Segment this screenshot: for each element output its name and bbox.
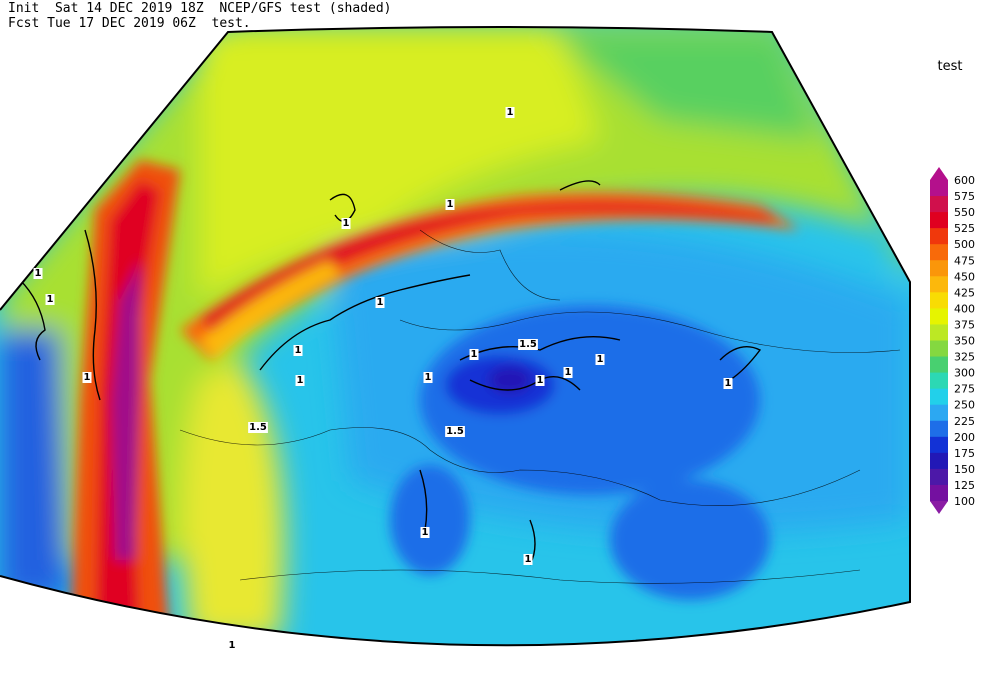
contour-label-box bbox=[723, 378, 733, 389]
colorbar-label: 475 bbox=[954, 254, 975, 267]
contour-label: 1 bbox=[84, 372, 91, 383]
contour-label: 1 bbox=[229, 640, 236, 651]
legend-title: test bbox=[938, 59, 963, 74]
contour-label-box bbox=[445, 199, 455, 210]
colorbar-swatch bbox=[930, 484, 948, 502]
colorbar-label: 125 bbox=[954, 479, 975, 492]
colorbar-swatch bbox=[930, 372, 948, 390]
contour-label: 1 bbox=[597, 354, 604, 365]
colorbar-label: 225 bbox=[954, 415, 975, 428]
contour-label: 1 bbox=[471, 349, 478, 360]
colorbar-label: 175 bbox=[954, 447, 975, 460]
contour-label-box bbox=[82, 372, 92, 383]
contour-label: 1 bbox=[537, 375, 544, 386]
colorbar-arrow-bottom bbox=[930, 501, 948, 514]
colorbar-label: 450 bbox=[954, 270, 975, 283]
contour-label-box bbox=[295, 375, 305, 386]
colorbar-swatch bbox=[930, 228, 948, 245]
colorbar-swatch bbox=[930, 324, 948, 341]
colorbar-swatch bbox=[930, 276, 948, 293]
contour-label-box bbox=[423, 372, 433, 383]
contour-label-box bbox=[341, 218, 351, 229]
contour-label-box bbox=[505, 107, 515, 118]
contour-label-box bbox=[445, 426, 465, 437]
contour-label-box bbox=[523, 554, 533, 565]
contour-label: 1.5 bbox=[519, 339, 537, 350]
colorbar-label: 425 bbox=[954, 286, 975, 299]
contour-label: 1 bbox=[297, 375, 304, 386]
colorbar-swatch bbox=[930, 436, 948, 454]
colorbar-swatch bbox=[930, 356, 948, 374]
colorbar-label: 200 bbox=[954, 431, 975, 444]
contour-label-box bbox=[535, 375, 545, 386]
colorbar-swatch bbox=[930, 468, 948, 486]
colorbar-label: 525 bbox=[954, 222, 975, 235]
colorbar-label: 500 bbox=[954, 238, 975, 251]
header-forecast: Fcst Tue 17 DEC 2019 06Z test. bbox=[8, 16, 251, 31]
contour-label: 1.5 bbox=[249, 422, 267, 433]
colorbar-label: 550 bbox=[954, 206, 975, 219]
contour-label-box bbox=[375, 297, 385, 308]
contour-label-box bbox=[45, 294, 55, 305]
colorbar-swatch bbox=[930, 420, 948, 438]
contour-label: 1 bbox=[377, 297, 384, 308]
contour-label-box bbox=[518, 339, 538, 350]
contour-label-box bbox=[420, 527, 430, 538]
contour-label: 1 bbox=[565, 367, 572, 378]
colorbar-swatch bbox=[930, 404, 948, 422]
contour-label: 1 bbox=[295, 345, 302, 356]
colorbar-label: 375 bbox=[954, 318, 975, 331]
colorbar-swatch bbox=[930, 388, 948, 406]
contour-label: 1 bbox=[425, 372, 432, 383]
colorbar-swatch bbox=[930, 212, 948, 229]
contour-label-box bbox=[33, 268, 43, 279]
contour-label: 1 bbox=[343, 218, 350, 229]
colorbar-label: 100 bbox=[954, 495, 975, 508]
colorbar-swatch bbox=[930, 180, 948, 197]
colorbar-label: 575 bbox=[954, 190, 975, 203]
colorbar-swatch bbox=[930, 260, 948, 277]
colorbar-label: 275 bbox=[954, 383, 975, 396]
colorbar-label: 400 bbox=[954, 302, 975, 315]
contour-label-box bbox=[563, 367, 573, 378]
colorbar-label: 350 bbox=[954, 335, 975, 348]
colorbar-label: 300 bbox=[954, 367, 975, 380]
header-init: Init Sat 14 DEC 2019 18Z NCEP/GFS test (… bbox=[8, 1, 392, 16]
contour-label: 1 bbox=[422, 527, 429, 538]
contour-label: 1 bbox=[47, 294, 54, 305]
contour-label-box bbox=[227, 640, 237, 651]
colorbar-swatch bbox=[930, 308, 948, 325]
contour-label: 1 bbox=[35, 268, 42, 279]
colorbar-swatch bbox=[930, 292, 948, 309]
map-frame bbox=[0, 26, 911, 647]
contour-label: 1 bbox=[525, 554, 532, 565]
colorbar-label: 150 bbox=[954, 463, 975, 476]
colorbar-label: 325 bbox=[954, 351, 975, 364]
contour-label: 1.5 bbox=[446, 426, 464, 437]
colorbar-arrow-top bbox=[930, 167, 948, 180]
colorbar-label: 600 bbox=[954, 174, 975, 187]
contour-label-box bbox=[595, 354, 605, 365]
colorbar-swatch bbox=[930, 244, 948, 261]
colorbar-swatch bbox=[930, 196, 948, 213]
contour-label: 1 bbox=[447, 199, 454, 210]
colorbar-swatch bbox=[930, 452, 948, 470]
contour-label-box bbox=[293, 345, 303, 356]
borders bbox=[179, 229, 901, 584]
contour-label: 1 bbox=[507, 107, 514, 118]
colorbar-label: 250 bbox=[954, 399, 975, 412]
contour-label: 1 bbox=[725, 378, 732, 389]
contour-label-box bbox=[248, 422, 268, 433]
colorbar-swatch bbox=[930, 340, 948, 358]
contour-label-box bbox=[469, 349, 479, 360]
